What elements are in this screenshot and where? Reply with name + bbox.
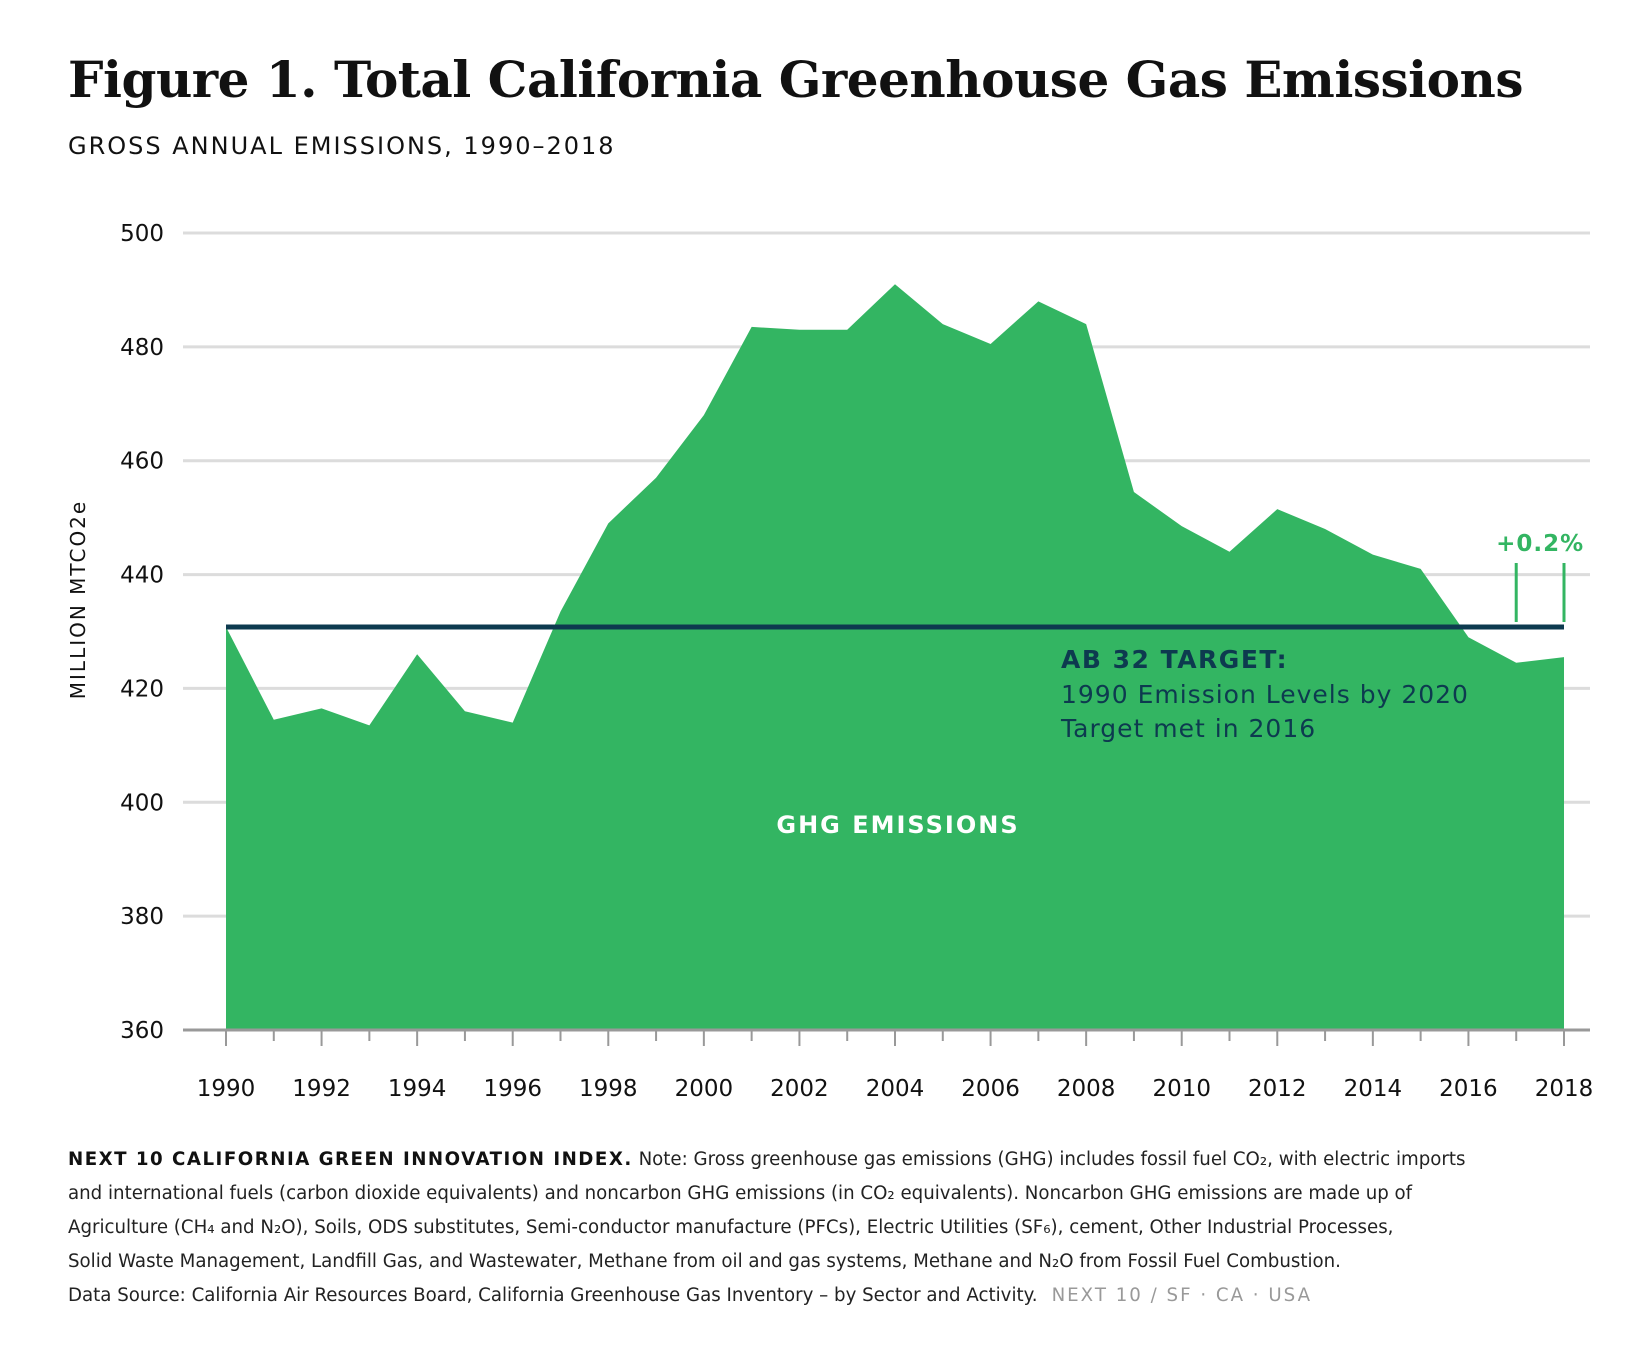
x-tick-label-1994: 1994 xyxy=(388,1076,447,1102)
target-status-label: Target met in 2016 xyxy=(1060,714,1316,743)
ghg-emissions-area xyxy=(226,284,1564,1030)
chart-subtitle: GROSS ANNUAL EMISSIONS, 1990–2018 xyxy=(68,132,616,160)
emissions-area-chart: 1990 1992 1994 1996 1998 2000 2002 2004 2006 2008… xyxy=(66,221,1594,1102)
target-description-label: 1990 Emission Levels by 2020 xyxy=(1061,680,1469,709)
y-axis-title: MILLION MTCO2e xyxy=(66,500,90,699)
x-axis-ticks: 1990 1992 1994 1996 1998 2000 2002 2004 2006 2008… xyxy=(197,1030,1594,1102)
y-tick-label-420: 420 xyxy=(120,676,164,702)
x-tick-label-1992: 1992 xyxy=(292,1076,351,1102)
x-tick-label-1990: 1990 xyxy=(197,1076,256,1102)
x-tick-label-2006: 2006 xyxy=(961,1076,1020,1102)
footnote-line-3: Agriculture (CH₄ and N₂O), Soils, ODS su… xyxy=(68,1217,1394,1238)
x-tick-label-1998: 1998 xyxy=(579,1076,638,1102)
x-tick-label-2010: 2010 xyxy=(1152,1076,1211,1102)
x-tick-label-2002: 2002 xyxy=(770,1076,829,1102)
footnote-line-4: Solid Waste Management, Landfill Gas, an… xyxy=(68,1251,1341,1272)
y-tick-label-440: 440 xyxy=(120,563,164,589)
x-tick-label-2008: 2008 xyxy=(1057,1076,1116,1102)
footnote-line-1: NEXT 10 CALIFORNIA GREEN INNOVATION INDE… xyxy=(68,1143,1628,1177)
chart-title: Figure 1. Total California Greenhouse Ga… xyxy=(68,50,1523,109)
x-tick-label-2004: 2004 xyxy=(866,1076,925,1102)
footnote-source-label: NEXT 10 CALIFORNIA GREEN INNOVATION INDE… xyxy=(68,1149,633,1170)
y-tick-label-360: 360 xyxy=(120,1018,164,1044)
x-tick-label-2000: 2000 xyxy=(675,1076,734,1102)
x-tick-label-2014: 2014 xyxy=(1344,1076,1403,1102)
y-tick-label-500: 500 xyxy=(120,221,164,247)
y-tick-label-380: 380 xyxy=(120,904,164,930)
area-series-label: GHG EMISSIONS xyxy=(776,811,1019,839)
chart-footnote: NEXT 10 CALIFORNIA GREEN INNOVATION INDE… xyxy=(68,1143,1628,1313)
y-tick-label-480: 480 xyxy=(120,335,164,361)
change-percent-label: +0.2% xyxy=(1496,531,1584,557)
y-axis-ticks: 360 380 400 420 440 460 480 500 xyxy=(120,221,164,1044)
footnote-note-text: Note: Gross greenhouse gas emissions (GH… xyxy=(638,1149,1466,1170)
x-tick-label-2012: 2012 xyxy=(1248,1076,1307,1102)
x-tick-label-2018: 2018 xyxy=(1535,1076,1594,1102)
footnote-data-source: Data Source: California Air Resources Bo… xyxy=(68,1285,1038,1306)
footnote-line-5: Data Source: California Air Resources Bo… xyxy=(68,1279,1628,1313)
footnote-brand: NEXT 10 / SF · CA · USA xyxy=(1051,1285,1313,1306)
x-tick-label-2016: 2016 xyxy=(1439,1076,1498,1102)
x-tick-label-1996: 1996 xyxy=(483,1076,542,1102)
target-title-label: AB 32 TARGET: xyxy=(1061,645,1288,674)
y-tick-label-460: 460 xyxy=(120,449,164,475)
y-tick-label-400: 400 xyxy=(120,790,164,816)
footnote-line-2: and international fuels (carbon dioxide … xyxy=(68,1183,1413,1204)
